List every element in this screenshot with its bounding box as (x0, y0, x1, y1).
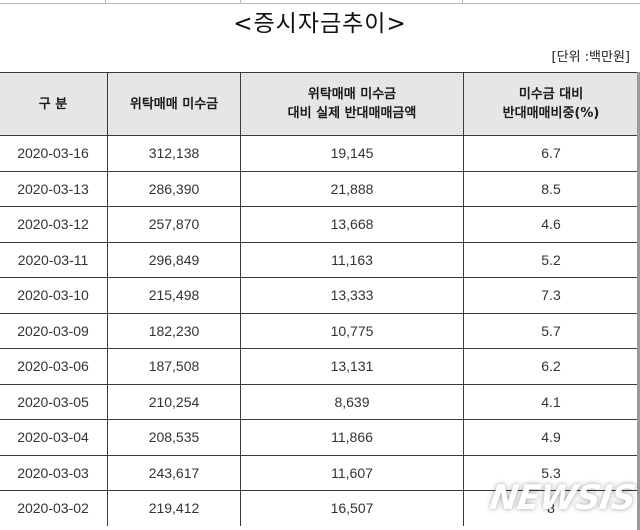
ratio-cell: 4.1 (463, 383, 639, 420)
table-title: <증시자금추이> (233, 11, 407, 37)
gridline-tick (105, 0, 106, 3)
date-cell: 2020-03-05 (0, 383, 108, 420)
liquidation-amount-cell: 13,131 (240, 348, 464, 385)
header-category: 구 분 (0, 72, 108, 136)
table-row: 2020-03-11 296,849 11,163 5.2 (0, 241, 639, 278)
receivables-cell: 286,390 (107, 170, 241, 207)
date-cell: 2020-03-02 (0, 490, 108, 526)
receivables-cell: 219,412 (107, 490, 241, 526)
date-cell: 2020-03-04 (0, 419, 108, 456)
liquidation-amount-cell: 13,668 (240, 206, 464, 243)
date-cell: 2020-03-11 (0, 241, 108, 278)
ratio-cell: 8.5 (463, 170, 639, 207)
gridline-tick (462, 0, 463, 3)
date-cell: 2020-03-03 (0, 454, 108, 491)
header-label: 위탁매매 미수금 대비 실제 반대매매금액 (287, 87, 417, 121)
header-forced-liquidation-ratio: 미수금 대비 반대매매비중(%) (463, 72, 639, 136)
receivables-cell: 296,849 (107, 241, 241, 278)
newsis-watermark: NEWSIS (487, 478, 638, 518)
gridline-tick (240, 0, 241, 3)
table-row: 2020-03-12 257,870 13,668 4.6 (0, 206, 639, 243)
ratio-cell: 5.2 (463, 241, 639, 278)
header-label: 구 분 (38, 96, 68, 112)
liquidation-amount-cell: 11,866 (240, 419, 464, 456)
receivables-cell: 243,617 (107, 454, 241, 491)
date-cell: 2020-03-10 (0, 277, 108, 314)
liquidation-amount-cell: 10,775 (240, 312, 464, 349)
ratio-cell: 8 (463, 490, 639, 526)
ratio-cell: 5.3 (463, 454, 639, 491)
liquidation-amount-cell: 11,163 (240, 241, 464, 278)
liquidation-amount-cell: 13,333 (240, 277, 464, 314)
table-row: 2020-03-06 187,508 13,131 6.2 (0, 348, 639, 385)
date-cell: 2020-03-16 (0, 135, 108, 172)
header-forced-liquidation-amount: 위탁매매 미수금 대비 실제 반대매매금액 (240, 72, 464, 136)
table-row: 2020-03-10 215,498 13,333 7.3 (0, 277, 639, 314)
receivables-cell: 215,498 (107, 277, 241, 314)
ratio-cell: 7.3 (463, 277, 639, 314)
receivables-cell: 210,254 (107, 383, 241, 420)
liquidation-amount-cell: 11,607 (240, 454, 464, 491)
header-margin-receivables: 위탁매매 미수금 (107, 72, 241, 136)
table-row: 2020-03-04 208,535 11,866 4.9 (0, 419, 639, 456)
table-row: 2020-03-02 219,412 16,507 8 (0, 490, 639, 526)
receivables-cell: 182,230 (107, 312, 241, 349)
header-label: 위탁매매 미수금 (129, 96, 219, 112)
right-edge-strip (637, 72, 640, 530)
receivables-cell: 257,870 (107, 206, 241, 243)
ratio-cell: 4.9 (463, 419, 639, 456)
table-row: 2020-03-09 182,230 10,775 5.7 (0, 312, 639, 349)
liquidation-amount-cell: 8,639 (240, 383, 464, 420)
liquidation-amount-cell: 16,507 (240, 490, 464, 526)
table-row: 2020-03-13 286,390 21,888 8.5 (0, 170, 639, 207)
header-label: 미수금 대비 반대매매비중(%) (502, 87, 600, 121)
receivables-cell: 208,535 (107, 419, 241, 456)
ratio-cell: 6.2 (463, 348, 639, 385)
ratio-cell: 4.6 (463, 206, 639, 243)
top-gridline (0, 0, 640, 4)
liquidation-amount-cell: 21,888 (240, 170, 464, 207)
market-funds-table: 구 분 위탁매매 미수금 위탁매매 미수금 대비 실제 반대매매금액 미수금 대… (0, 72, 639, 526)
date-cell: 2020-03-12 (0, 206, 108, 243)
date-cell: 2020-03-06 (0, 348, 108, 385)
ratio-cell: 6.7 (463, 135, 639, 172)
table-row: 2020-03-05 210,254 8,639 4.1 (0, 383, 639, 420)
receivables-cell: 312,138 (107, 135, 241, 172)
ratio-cell: 5.7 (463, 312, 639, 349)
receivables-cell: 187,508 (107, 348, 241, 385)
table-row: 2020-03-16 312,138 19,145 6.7 (0, 135, 639, 172)
liquidation-amount-cell: 19,145 (240, 135, 464, 172)
unit-label: [단위 :백만원] (551, 50, 630, 65)
date-cell: 2020-03-13 (0, 170, 108, 207)
header-row: 구 분 위탁매매 미수금 위탁매매 미수금 대비 실제 반대매매금액 미수금 대… (0, 72, 639, 136)
date-cell: 2020-03-09 (0, 312, 108, 349)
